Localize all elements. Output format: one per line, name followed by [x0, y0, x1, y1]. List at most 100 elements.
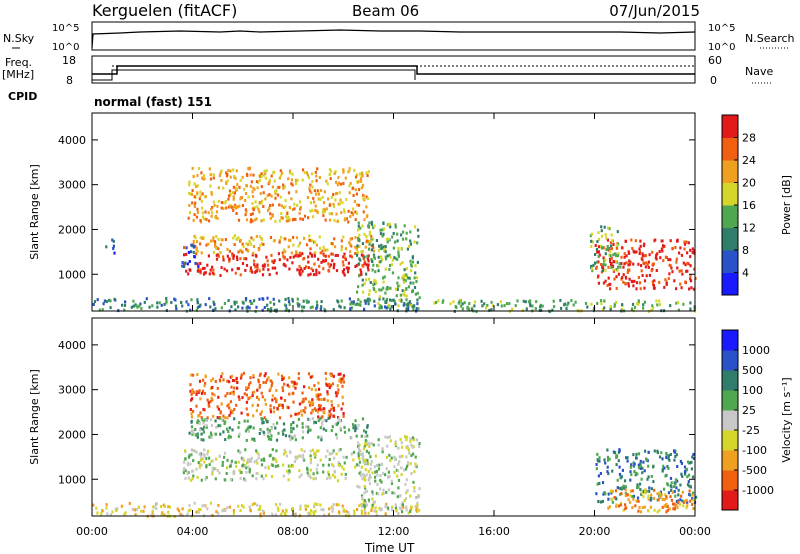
echo-cell	[677, 488, 680, 492]
echo-cell	[284, 250, 287, 254]
echo-cell	[132, 299, 135, 303]
echo-cell	[611, 500, 614, 504]
echo-cell	[237, 305, 240, 309]
echo-cell	[647, 265, 650, 269]
echo-cell	[409, 439, 412, 443]
echo-cell	[280, 204, 283, 208]
echo-cell	[327, 463, 330, 467]
echo-cell	[608, 505, 611, 509]
echo-cell	[302, 299, 305, 303]
echo-cell	[217, 254, 220, 258]
echo-cell	[193, 203, 196, 207]
echo-cell	[288, 206, 291, 209]
echo-cell	[414, 225, 417, 229]
echo-cell	[139, 302, 142, 306]
echo-cell	[215, 510, 218, 514]
echo-cell	[416, 501, 419, 505]
echo-cell	[323, 418, 326, 422]
echo-cell	[328, 172, 331, 176]
echo-cell	[688, 493, 692, 497]
echo-cell	[274, 190, 277, 193]
echo-cell	[202, 407, 205, 411]
echo-region	[105, 238, 116, 255]
echo-cell	[228, 189, 232, 193]
echo-cell	[570, 299, 573, 302]
echo-cell	[281, 389, 285, 393]
echo-cell	[669, 476, 673, 480]
echo-cell	[595, 248, 599, 251]
echo-cell	[643, 505, 646, 509]
echo-cell	[356, 253, 359, 257]
echo-cell	[349, 242, 352, 246]
echo-cell	[379, 228, 382, 232]
echo-cell	[306, 196, 309, 199]
echo-cell	[411, 256, 414, 260]
echo-cell	[217, 186, 220, 190]
echo-cell	[361, 278, 364, 282]
echo-cell	[405, 267, 408, 271]
echo-cell	[626, 459, 629, 463]
echo-cell	[277, 372, 280, 376]
echo-cell	[235, 403, 238, 407]
echo-cell	[222, 207, 225, 211]
echo-cell	[486, 303, 489, 307]
echo-cell	[301, 391, 304, 395]
echo-cell	[259, 412, 262, 416]
echo-cell	[243, 392, 246, 396]
echo-cell	[342, 263, 345, 267]
echo-cell	[680, 494, 683, 498]
echo-cell	[291, 297, 294, 301]
echo-region	[589, 225, 622, 273]
echo-cell	[212, 173, 215, 177]
echo-cell	[103, 299, 106, 303]
echo-cell	[616, 486, 619, 490]
echo-cell	[389, 286, 392, 290]
echo-cell	[196, 475, 199, 479]
echo-cell	[332, 266, 335, 270]
echo-cell	[278, 185, 281, 189]
echo-cell	[383, 249, 386, 253]
echo-cell	[237, 395, 240, 399]
echo-cell	[299, 217, 302, 221]
echo-cell	[230, 205, 233, 209]
echo-cell	[389, 307, 392, 311]
echo-cell	[669, 453, 672, 456]
echo-cell	[371, 471, 374, 475]
echo-cell	[196, 192, 199, 196]
echo-cell	[251, 437, 254, 441]
echo-cell	[300, 413, 304, 417]
echo-cell	[181, 261, 184, 264]
echo-cell	[220, 402, 223, 406]
echo-cell	[321, 249, 324, 253]
echo-cell	[189, 383, 192, 387]
echo-cell	[179, 512, 182, 516]
echo-cell	[219, 432, 222, 436]
echo-cell	[236, 183, 239, 187]
echo-cell	[391, 505, 394, 509]
echo-cell	[623, 252, 626, 256]
echo-cell	[257, 208, 260, 211]
echo-cell	[384, 435, 387, 439]
echo-cell	[629, 489, 633, 493]
echo-cell	[319, 426, 322, 430]
echo-cell	[268, 273, 271, 277]
echo-cell	[249, 218, 253, 222]
echo-cell	[623, 479, 627, 483]
echo-cell	[200, 171, 203, 175]
echo-cell	[620, 255, 623, 259]
echo-cell	[245, 210, 248, 214]
echo-cell	[235, 186, 238, 190]
echo-cell	[372, 283, 375, 287]
echo-cell	[338, 448, 341, 452]
echo-cell	[288, 218, 291, 222]
echo-cell	[393, 470, 396, 474]
echo-cell	[615, 286, 618, 290]
echo-cell	[341, 504, 344, 508]
echo-cell	[188, 453, 191, 457]
echo-cell	[251, 394, 254, 398]
echo-cell	[400, 441, 403, 445]
echo-cell	[351, 213, 355, 217]
echo-cell	[200, 199, 203, 203]
